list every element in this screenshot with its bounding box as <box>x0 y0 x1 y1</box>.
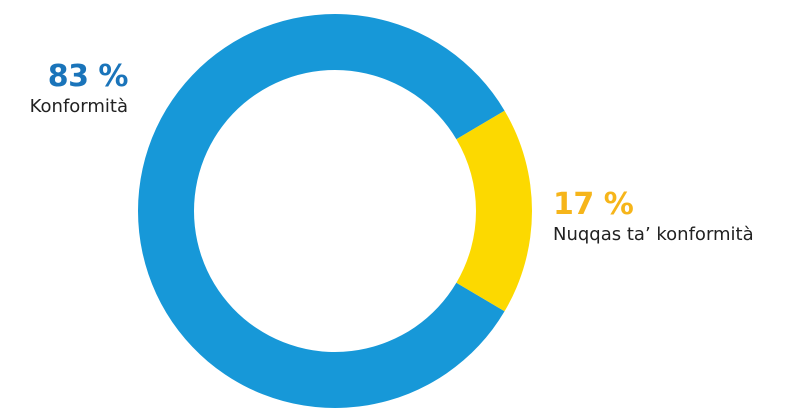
conformity-percent-label: 83 % <box>47 59 129 94</box>
nonconformity-percent-label: 17 % <box>553 187 634 222</box>
nonconformity-slice <box>456 110 532 312</box>
nonconformity-label-group: 17 % Nuqqas ta’ konformità <box>553 188 793 245</box>
conformity-category-label: Konformità <box>29 96 128 117</box>
nonconformity-category-label: Nuqqas ta’ konformità <box>553 224 754 245</box>
conformity-slice <box>138 13 505 409</box>
conformity-label-group: 83 % Konformità <box>8 59 129 117</box>
